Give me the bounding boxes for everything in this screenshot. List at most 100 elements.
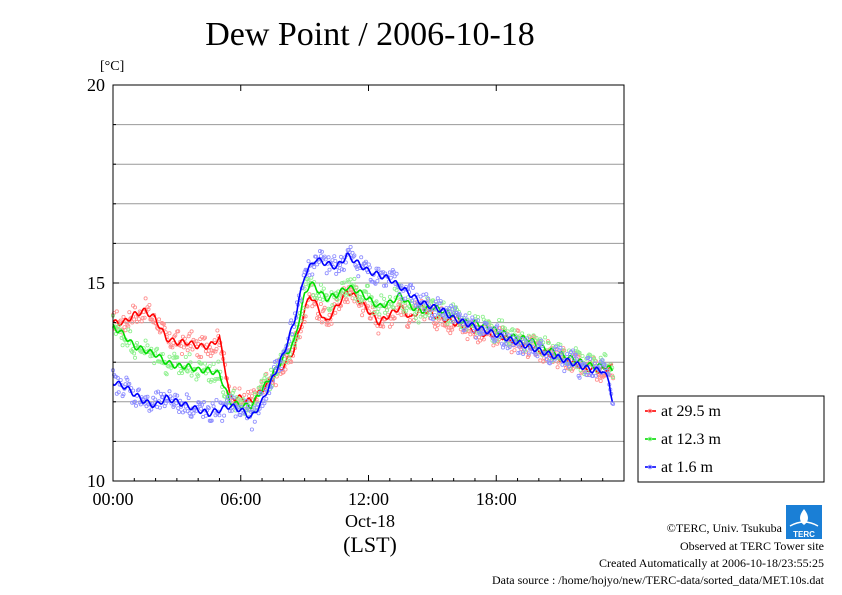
data-point [593, 373, 598, 378]
data-point [384, 308, 389, 313]
data-point [211, 404, 216, 409]
data-point [573, 346, 578, 351]
data-point [246, 403, 251, 408]
data-point [422, 307, 427, 312]
data-point [320, 297, 325, 302]
data-point [351, 282, 356, 287]
data-point [403, 303, 408, 308]
data-point [591, 354, 596, 359]
data-point [547, 361, 552, 366]
data-point [470, 315, 475, 320]
data-point [450, 327, 455, 332]
data-point [369, 313, 374, 318]
legend: at 29.5 m at 12.3 m at 1.6 m [637, 395, 825, 483]
data-point [157, 359, 162, 364]
data-point [324, 293, 329, 298]
data-point [346, 247, 351, 252]
data-point [142, 315, 147, 320]
data-point [295, 334, 300, 339]
data-point [471, 328, 476, 333]
data-point [203, 371, 208, 376]
data-point [553, 344, 558, 349]
data-point [115, 375, 120, 380]
data-point [326, 255, 331, 260]
data-point [602, 362, 607, 367]
data-point [477, 338, 482, 343]
data-point [260, 403, 265, 408]
data-point [173, 333, 178, 338]
data-point [580, 353, 585, 358]
data-point [337, 296, 342, 301]
data-point [153, 397, 158, 402]
data-point [431, 321, 436, 326]
data-point [398, 302, 403, 307]
data-point [134, 319, 139, 324]
data-point [391, 305, 396, 310]
data-point [269, 367, 274, 372]
data-point [432, 313, 437, 318]
data-point [534, 335, 539, 340]
data-point [357, 303, 362, 308]
data-point [114, 309, 119, 314]
data-point [527, 346, 532, 351]
data-point [387, 294, 392, 299]
data-point [211, 348, 216, 353]
data-point [143, 296, 148, 301]
data-point [392, 274, 397, 279]
data-point [465, 337, 470, 342]
data-point [611, 375, 616, 380]
y-ticks: 10 15 20 [87, 75, 624, 491]
data-point [531, 333, 536, 338]
data-point [381, 324, 386, 329]
data-point [373, 281, 378, 286]
data-point [526, 353, 531, 358]
data-point [167, 331, 172, 336]
data-point [322, 305, 327, 310]
data-point [140, 315, 145, 320]
data-point [573, 352, 578, 357]
data-point [348, 244, 353, 249]
data-point [221, 390, 226, 395]
data-point [509, 350, 514, 355]
data-point [318, 254, 323, 259]
data-point [187, 352, 192, 357]
data-point [118, 318, 123, 323]
data-point [133, 403, 138, 408]
data-point [185, 369, 190, 374]
data-point [517, 344, 522, 349]
data-point [212, 338, 217, 343]
data-point [588, 352, 593, 357]
data-point [545, 357, 550, 362]
data-point [167, 354, 172, 359]
data-point [238, 413, 243, 418]
data-point [449, 325, 454, 330]
data-point [154, 347, 159, 352]
data-point [303, 282, 308, 287]
legend-label: at 29.5 m [661, 403, 722, 420]
data-point [317, 249, 322, 254]
data-point [486, 330, 491, 335]
data-point [189, 373, 194, 378]
data-point [397, 291, 402, 296]
data-point [208, 379, 213, 384]
data-point [188, 360, 193, 365]
data-point [216, 359, 221, 364]
data-point [438, 299, 443, 304]
data-point [582, 362, 587, 367]
data-point [379, 293, 384, 298]
data-point [387, 324, 392, 329]
data-point [187, 411, 192, 416]
data-point [186, 365, 191, 370]
data-point [213, 377, 218, 382]
data-point [313, 295, 318, 300]
data-point [145, 394, 150, 399]
data-point [334, 271, 339, 276]
data-point [315, 316, 320, 321]
data-point [366, 292, 371, 297]
data-point [128, 329, 133, 334]
data-point [380, 273, 385, 278]
data-point [394, 288, 399, 293]
data-point [134, 340, 139, 345]
data-point [259, 378, 264, 383]
data-point [497, 328, 502, 333]
